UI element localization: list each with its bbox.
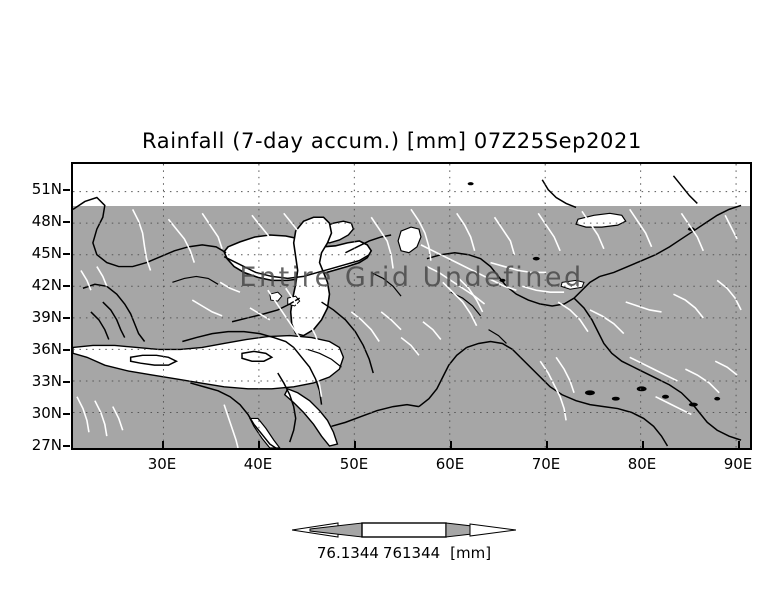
colorbar-units-label: [mm]	[450, 544, 492, 562]
colorbar-labels: 76.1344 761344 [mm]	[292, 544, 516, 562]
longitude-axis: 30E 40E 50E 60E 70E 80E 90E	[71, 452, 753, 476]
rivers-layer	[76, 169, 742, 448]
ytick-label: 45N	[31, 244, 62, 262]
ytick-label: 51N	[31, 180, 62, 198]
latitude-axis: 51N 48N 45N 42N 39N 36N 33N 30N 27N	[10, 162, 62, 454]
xtick-label: 60E	[435, 455, 465, 473]
ytick-mark	[63, 221, 70, 223]
xtick-label: 30E	[147, 455, 177, 473]
xtick-mark	[642, 441, 644, 449]
colorbar-high-label: 761344	[382, 544, 441, 562]
ytick-label: 42N	[31, 276, 62, 294]
ytick-mark	[63, 253, 70, 255]
ytick-label: 39N	[31, 308, 62, 326]
coastlines-and-borders	[73, 175, 742, 448]
ytick-mark	[63, 317, 70, 319]
xtick-mark	[258, 441, 260, 449]
ytick-mark	[63, 445, 70, 447]
ytick-mark	[63, 349, 70, 351]
ytick-label: 33N	[31, 372, 62, 390]
xtick-mark	[162, 441, 164, 449]
undefined-data-band	[73, 164, 750, 206]
ytick-mark	[63, 285, 70, 287]
geography-layer	[73, 169, 742, 448]
map-plot-area: Entire Grid Undefined	[71, 162, 752, 450]
ytick-label: 30N	[31, 404, 62, 422]
ytick-label: 36N	[31, 340, 62, 358]
xtick-mark	[354, 441, 356, 449]
xtick-label: 80E	[627, 455, 657, 473]
ytick-label: 27N	[31, 436, 62, 454]
page-title: Rainfall (7-day accum.) [mm] 07Z25Sep202…	[142, 129, 642, 153]
ytick-mark	[63, 189, 70, 191]
xtick-mark	[450, 441, 452, 449]
colorbar-swatches	[292, 522, 516, 538]
ytick-label: 48N	[31, 212, 62, 230]
xtick-label: 40E	[243, 455, 273, 473]
grid-undefined-message: Entire Grid Undefined	[239, 262, 584, 293]
ytick-mark	[63, 381, 70, 383]
xtick-mark	[738, 441, 740, 449]
xtick-mark	[546, 441, 548, 449]
xtick-label: 70E	[531, 455, 561, 473]
ytick-mark	[63, 413, 70, 415]
colorbar: 76.1344 761344 [mm]	[292, 518, 516, 564]
water-bodies	[73, 212, 627, 448]
xtick-label: 50E	[339, 455, 369, 473]
xtick-label: 90E	[723, 455, 753, 473]
colorbar-low-label: 76.1344	[316, 544, 379, 562]
